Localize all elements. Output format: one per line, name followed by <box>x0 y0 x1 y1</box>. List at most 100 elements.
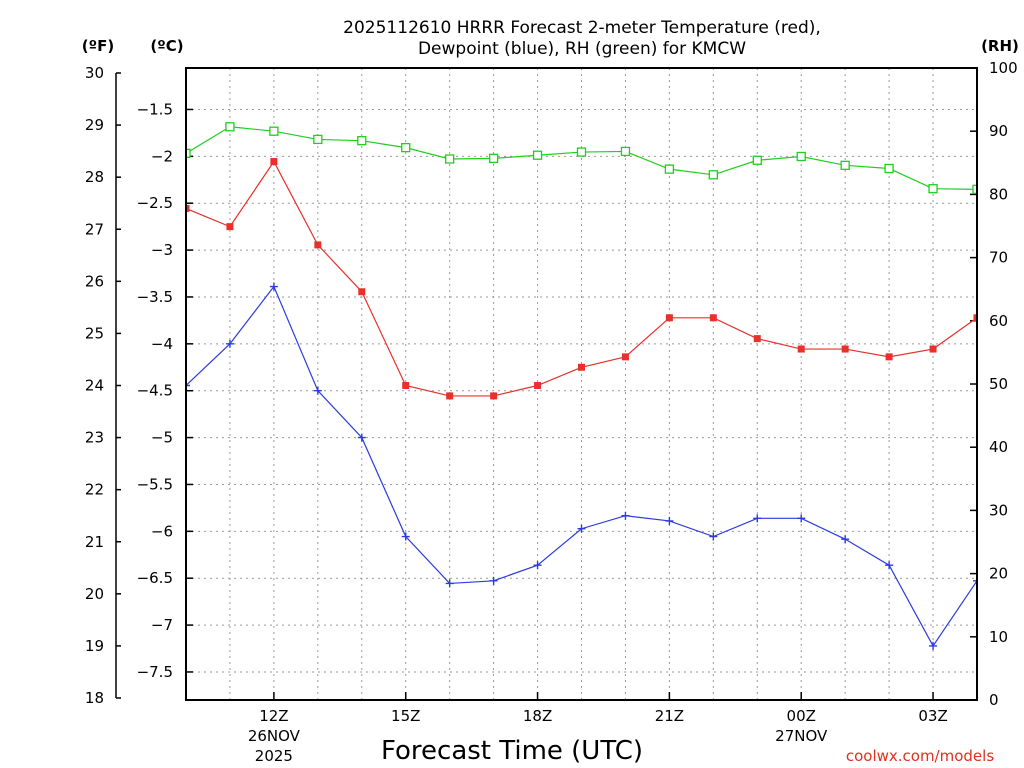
data-point-dewpoint <box>665 516 674 525</box>
series-layer <box>186 122 977 650</box>
unit-label-rh: (RH) <box>981 37 1019 55</box>
f-axis-tick-label: 19 <box>85 637 104 655</box>
x-axis-tick-label: 03Z <box>918 707 947 725</box>
f-axis-tick-label: 26 <box>85 272 104 290</box>
data-point-dewpoint <box>577 524 586 533</box>
data-point-rh <box>445 154 455 164</box>
series-line-dewpoint <box>186 285 977 648</box>
data-point-dewpoint <box>797 514 806 523</box>
c-axis-tick-label: −2.5 <box>137 194 173 212</box>
data-point-rh <box>576 147 587 157</box>
f-axis-tick-label: 21 <box>85 533 104 551</box>
f-axis-tick-label: 18 <box>85 689 104 707</box>
data-point-temperature <box>270 158 278 166</box>
c-axis-tick-label: −2 <box>151 147 173 165</box>
data-point-temperature <box>621 353 629 361</box>
data-point-dewpoint <box>929 641 938 650</box>
data-point-rh <box>708 170 718 180</box>
f-axis-tick-label: 23 <box>85 429 104 447</box>
data-point-dewpoint <box>225 339 234 348</box>
data-point-dewpoint <box>445 579 454 588</box>
data-point-dewpoint <box>533 561 542 570</box>
data-point-rh <box>928 184 938 194</box>
chart-title: 2025112610 HRRR Forecast 2-meter Tempera… <box>343 18 821 38</box>
data-point-temperature <box>753 335 761 343</box>
f-axis-tick-label: 27 <box>85 220 104 238</box>
data-point-temperature <box>885 353 893 361</box>
c-axis-tick-label: −3.5 <box>137 288 173 306</box>
data-point-dewpoint <box>885 561 894 570</box>
data-point-temperature <box>665 314 673 322</box>
rh-axis-tick-label: 90 <box>989 122 1008 140</box>
f-axis-tick-label: 24 <box>85 377 104 395</box>
x-axis-tick-label: 12Z <box>259 707 288 725</box>
f-axis-tick-label: 25 <box>85 324 104 342</box>
f-axis-tick-label: 20 <box>85 585 104 603</box>
c-axis-tick-label: −4.5 <box>137 382 173 400</box>
data-point-dewpoint <box>621 511 630 520</box>
data-point-dewpoint <box>841 535 850 544</box>
data-point-rh <box>269 126 279 136</box>
data-point-temperature <box>534 382 542 389</box>
x-axis-tick-label: 15Z <box>391 707 420 725</box>
rh-axis-tick-label: 60 <box>989 312 1008 330</box>
data-point-dewpoint <box>357 433 366 442</box>
x-axis-year-label: 2025 <box>255 747 293 765</box>
data-point-temperature <box>186 204 190 212</box>
rh-axis-tick-label: 0 <box>989 691 999 709</box>
data-point-rh <box>186 148 191 158</box>
grid-lines <box>186 68 977 700</box>
x-axis-label: Forecast Time (UTC) <box>381 736 643 766</box>
data-point-temperature <box>578 363 585 371</box>
data-point-rh <box>664 164 675 174</box>
x-axis-tick-label: 00Z <box>787 707 816 725</box>
data-point-rh <box>357 136 367 146</box>
rh-axis-tick-label: 30 <box>989 501 1008 519</box>
x-axis-tick-label: 21Z <box>655 707 684 725</box>
c-axis-tick-label: −7 <box>151 616 173 634</box>
data-point-temperature <box>226 223 234 231</box>
c-axis-tick-label: −4 <box>151 335 173 353</box>
f-axis-tick-label: 22 <box>85 481 104 499</box>
x-axis-date-label: 27NOV <box>775 727 828 745</box>
data-point-rh <box>972 184 977 194</box>
data-point-dewpoint <box>973 576 977 585</box>
data-point-temperature <box>709 314 717 322</box>
data-point-temperature <box>797 345 805 353</box>
rh-axis-tick-label: 80 <box>989 185 1008 203</box>
data-point-dewpoint <box>269 282 278 291</box>
rh-axis-tick-label: 100 <box>989 59 1018 77</box>
data-point-dewpoint <box>753 514 762 523</box>
data-point-temperature <box>490 392 498 400</box>
f-axis-tick-label: 28 <box>85 168 104 186</box>
rh-axis-tick-label: 70 <box>989 249 1008 267</box>
data-point-temperature <box>314 241 322 249</box>
f-axis-tick-label: 30 <box>85 64 104 82</box>
data-point-rh <box>313 134 323 145</box>
chart-subtitle: Dewpoint (blue), RH (green) for KMCW <box>418 39 746 59</box>
unit-label-celsius: (ºC) <box>150 37 183 55</box>
rh-axis-tick-label: 10 <box>989 628 1008 646</box>
data-point-rh <box>488 153 499 164</box>
c-axis-tick-label: −1.5 <box>137 100 173 118</box>
plot-frame <box>185 67 978 701</box>
data-point-rh <box>796 151 806 162</box>
data-point-temperature <box>402 382 410 389</box>
data-point-temperature <box>446 392 454 400</box>
x-axis-tick-label: 18Z <box>523 707 552 725</box>
data-point-temperature <box>973 314 977 322</box>
c-axis-tick-label: −6.5 <box>137 569 173 587</box>
c-axis-tick-label: −3 <box>151 241 173 259</box>
c-axis-tick-label: −7.5 <box>137 663 173 681</box>
rh-axis-tick-label: 20 <box>989 565 1008 583</box>
data-point-rh <box>225 122 235 132</box>
data-point-temperature <box>929 345 937 353</box>
data-point-rh <box>532 150 543 160</box>
f-axis-tick-label: 29 <box>85 116 104 134</box>
data-point-rh <box>884 163 894 174</box>
axes: 18 19 20 21 22 23 24 25 26 27 28 29 30 −7.5 −7 −6.5 −6 −5… <box>85 59 1018 765</box>
data-point-dewpoint <box>489 576 498 585</box>
c-axis-tick-label: −5 <box>151 429 173 447</box>
credit-text: coolwx.com/models <box>846 747 994 765</box>
